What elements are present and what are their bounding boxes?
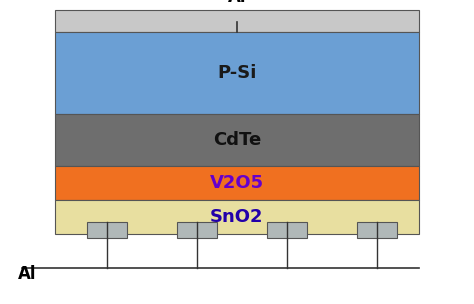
Bar — [267, 222, 307, 238]
Bar — [55, 114, 419, 166]
Bar — [357, 222, 397, 238]
Text: P-Si: P-Si — [217, 64, 257, 82]
Bar — [55, 10, 419, 32]
Bar — [177, 222, 217, 238]
Text: Al: Al — [228, 0, 246, 6]
Bar — [55, 166, 419, 200]
Text: Al: Al — [18, 265, 36, 283]
Bar — [55, 200, 419, 234]
Bar — [87, 222, 127, 238]
Text: V2O5: V2O5 — [210, 174, 264, 192]
Text: CdTe: CdTe — [213, 131, 261, 149]
Text: SnO2: SnO2 — [210, 208, 264, 226]
Bar — [55, 32, 419, 114]
